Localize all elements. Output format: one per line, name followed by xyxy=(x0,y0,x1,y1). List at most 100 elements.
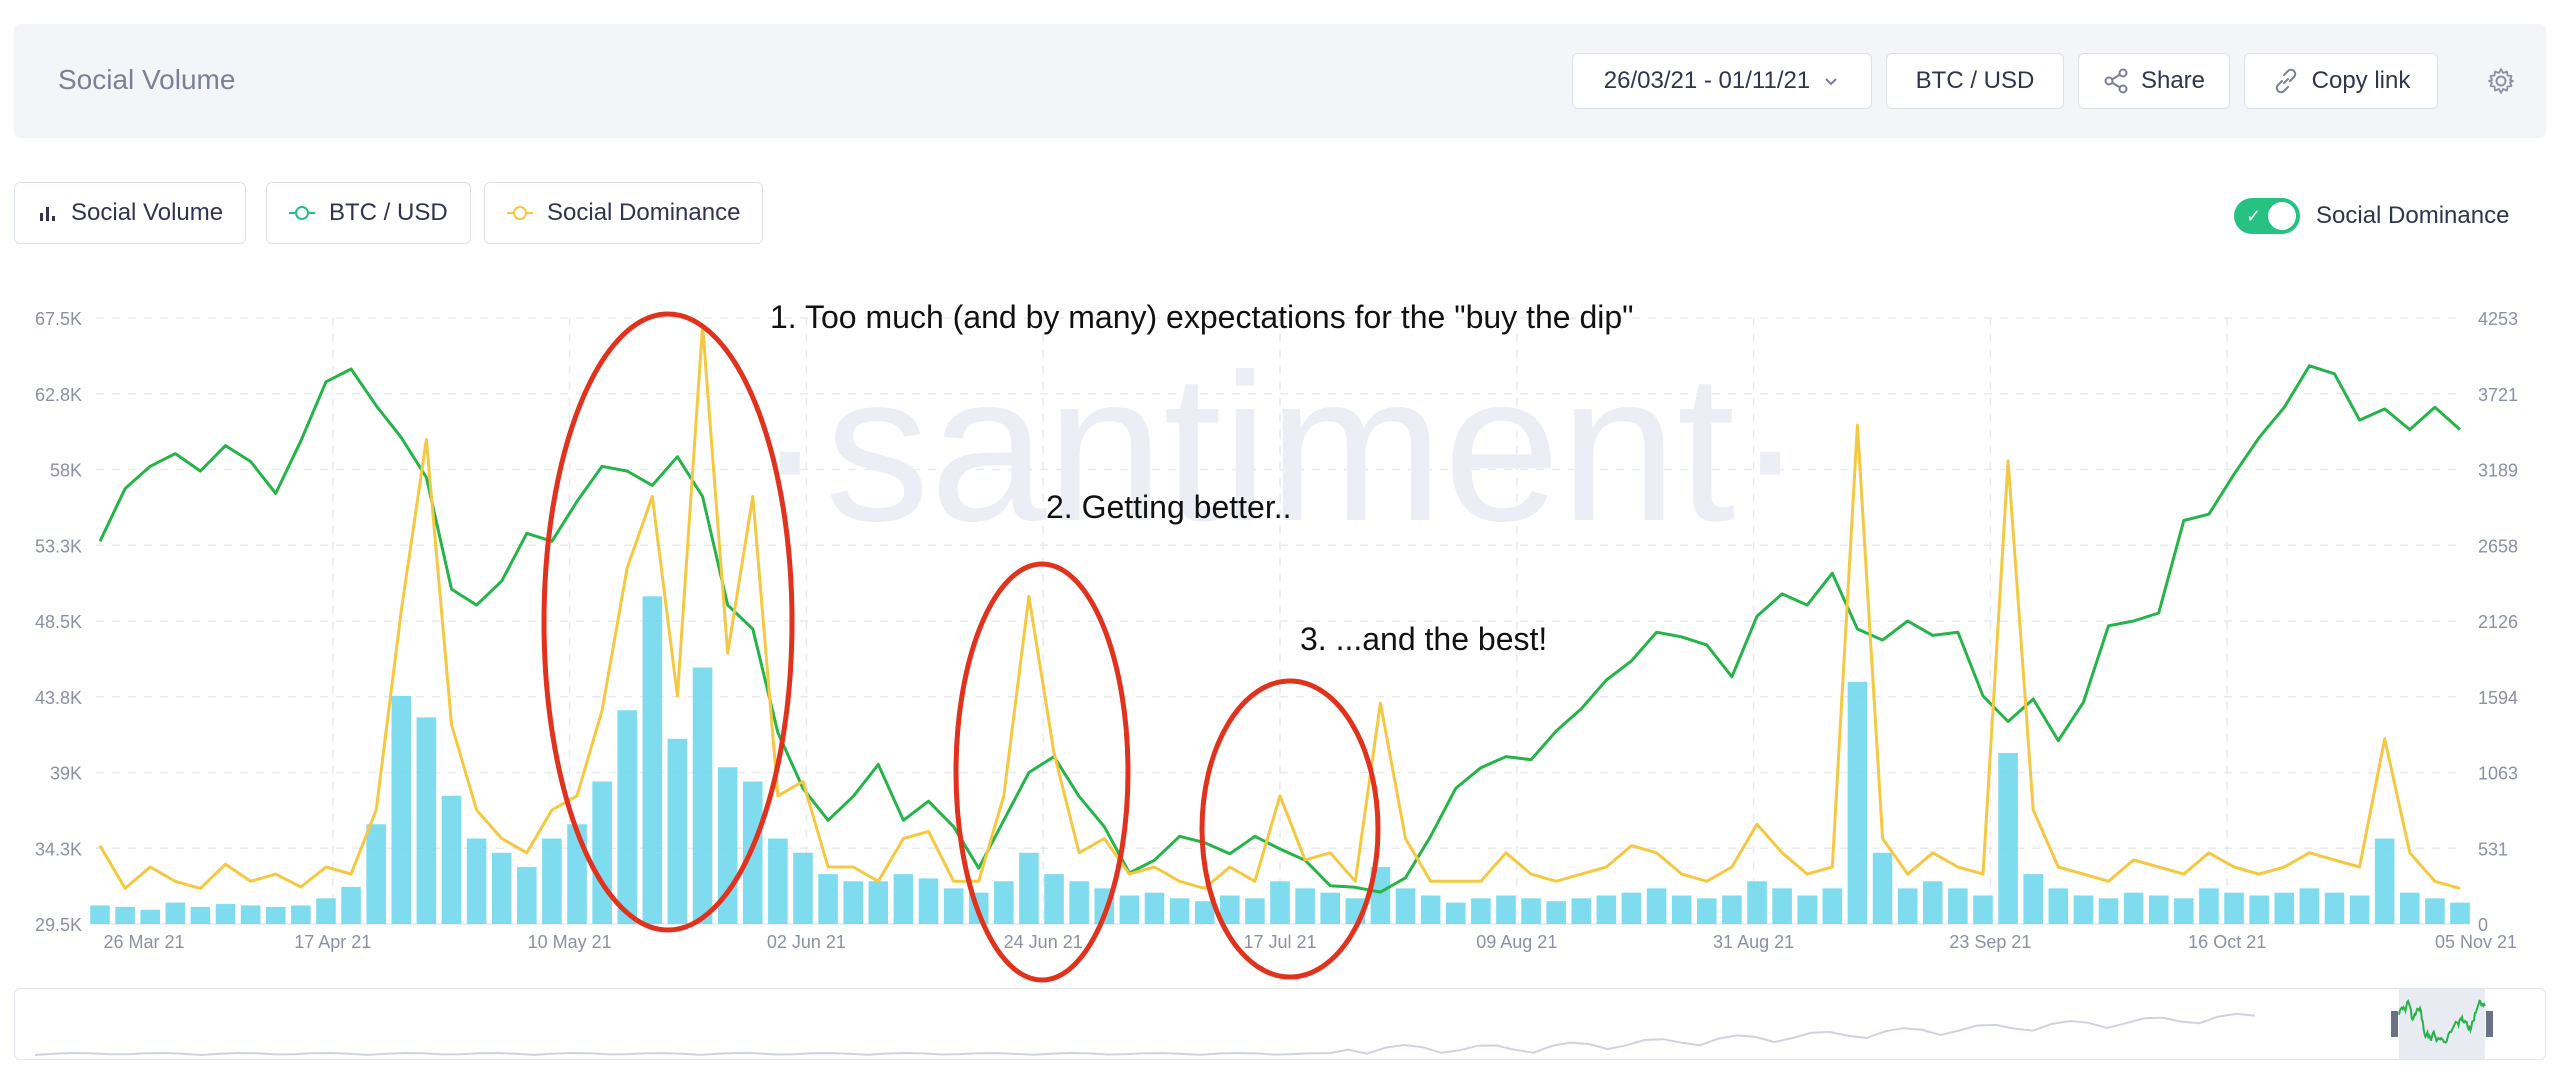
social-volume-bar xyxy=(943,888,964,924)
social-volume-bar xyxy=(1194,901,1215,924)
social-volume-bar xyxy=(2174,898,2194,924)
social-volume-bar xyxy=(2324,892,2345,924)
legend-social-volume[interactable]: Social Volume xyxy=(14,182,247,244)
legend-label: BTC / USD xyxy=(329,199,448,226)
copy-link-button[interactable]: Copy link xyxy=(2244,53,2438,109)
annotation-text: 1. Too much (and by many) expectations f… xyxy=(770,299,1634,335)
social-volume-bar xyxy=(517,867,537,924)
y-left-tick-label: 43.8K xyxy=(35,688,82,708)
legend-btc-usd[interactable]: BTC / USD xyxy=(266,182,471,244)
social-volume-bar xyxy=(2399,892,2420,924)
social-volume-bar xyxy=(416,717,437,924)
share-label: Share xyxy=(2140,67,2206,94)
social-volume-bar xyxy=(1847,681,1868,924)
social-volume-bar xyxy=(1169,898,1190,924)
legend-social-dominance[interactable]: Social Dominance xyxy=(484,182,764,244)
social-volume-bar xyxy=(1973,895,1993,924)
social-volume-bar xyxy=(1747,881,1767,924)
social-volume-bar xyxy=(2349,895,2370,924)
pair-select[interactable]: BTC / USD xyxy=(1886,53,2064,109)
legend-label: Social Volume xyxy=(71,199,224,226)
x-tick-label: 24 Jun 21 xyxy=(1004,932,1083,952)
y-right-tick-label: 3189 xyxy=(2478,461,2518,481)
social-volume-bar xyxy=(240,905,261,924)
y-right-tick-label: 0 xyxy=(2478,915,2488,935)
social-volume-bar xyxy=(2148,895,2169,924)
x-tick-label: 02 Jun 21 xyxy=(767,932,846,952)
x-tick-label: 05 Nov 21 xyxy=(2435,932,2517,952)
x-tick-label: 26 Mar 21 xyxy=(103,932,184,952)
x-tick-label: 09 Aug 21 xyxy=(1476,932,1557,952)
social-volume-bar xyxy=(1044,874,1064,924)
chart-area[interactable]: ·santiment· 67.5K 62.8K 58K 53.3K 48.5K 43.8K… xyxy=(0,290,2560,990)
navigator-history-line xyxy=(34,1012,2256,1057)
social-volume-bar xyxy=(768,838,788,924)
social-volume-bar xyxy=(1546,901,1566,924)
social-volume-bar xyxy=(1596,895,1617,924)
annotations: 1. Too much (and by many) expectations f… xyxy=(541,299,1634,983)
social-volume-bar xyxy=(2274,892,2295,924)
social-volume-bar xyxy=(1646,888,1667,924)
navigator-btc-line xyxy=(2398,998,2486,1044)
date-range-select[interactable]: 26/03/21 - 01/11/21 xyxy=(1572,53,1872,109)
y-right-tick-label: 2658 xyxy=(2478,536,2518,556)
social-volume-bar xyxy=(1069,881,1089,924)
social-volume-bar xyxy=(1295,888,1315,924)
social-volume-bar xyxy=(542,838,562,924)
share-button[interactable]: Share xyxy=(2078,53,2230,109)
y-right-tick-label: 1594 xyxy=(2478,688,2518,708)
social-volume-bar xyxy=(1722,895,1742,924)
social-volume-bar xyxy=(2374,838,2395,924)
y-left-tick-label: 48.5K xyxy=(35,612,82,632)
social-volume-bar xyxy=(918,878,939,924)
y-right-tick-label: 1063 xyxy=(2478,764,2518,784)
y-right-tick-label: 531 xyxy=(2478,839,2508,859)
legend-label: Social Dominance xyxy=(547,199,741,226)
social-volume-bar xyxy=(1245,898,1265,924)
chevron-down-icon xyxy=(1825,78,1837,86)
social-volume-bar xyxy=(1395,888,1416,924)
social-dominance-toggle[interactable]: ✓ xyxy=(2234,198,2300,234)
copy-link-label: Copy link xyxy=(2311,67,2411,94)
social-volume-bar xyxy=(667,738,688,924)
social-volume-bar xyxy=(2450,902,2470,924)
social-volume-bar xyxy=(1697,898,1717,924)
social-volume-bar xyxy=(90,905,110,924)
header-bar: Social Volume 26/03/21 - 01/11/21 BTC / … xyxy=(14,24,2546,138)
social-volume-bar xyxy=(2425,898,2445,924)
navigator-handle-left xyxy=(2391,1011,2398,1037)
y-left-tick-label: 67.5K xyxy=(35,309,82,329)
annotation-text: 3. ...and the best! xyxy=(1300,621,1547,657)
gear-icon[interactable] xyxy=(2486,66,2516,96)
social-volume-bar xyxy=(140,909,161,924)
social-volume-bar xyxy=(617,710,638,924)
social-volume-bar xyxy=(366,824,386,924)
x-tick-label: 17 Apr 21 xyxy=(294,932,371,952)
social-volume-bar xyxy=(190,906,211,924)
social-volume-bar xyxy=(994,881,1014,924)
social-volume-bar xyxy=(1621,892,1642,924)
social-volume-bar xyxy=(1822,888,1843,924)
social-volume-bar xyxy=(843,881,863,924)
social-volume-bar xyxy=(2023,874,2043,924)
social-volume-bar xyxy=(692,667,713,924)
social-dominance-line xyxy=(98,324,2461,890)
social-volume-bar xyxy=(441,795,462,924)
btc-usd-line xyxy=(98,364,2461,894)
x-tick-label: 23 Sep 21 xyxy=(1949,932,2031,952)
social-volume-bar xyxy=(1370,867,1391,924)
navigator[interactable] xyxy=(14,988,2546,1060)
social-volume-bar xyxy=(1948,888,1968,924)
bar-chart-icon xyxy=(40,207,55,221)
social-volume-bar xyxy=(466,838,487,924)
social-volume-bar xyxy=(265,906,286,924)
social-volume-bar xyxy=(1144,892,1165,924)
social-volume-bar xyxy=(1571,898,1592,924)
y-right-tick-label: 4253 xyxy=(2478,309,2518,329)
link-icon xyxy=(2275,68,2296,94)
social-volume-bar xyxy=(2199,888,2219,924)
social-volume-bar xyxy=(567,824,587,924)
social-volume-bar xyxy=(1019,852,1039,924)
social-volume-bar xyxy=(165,902,186,924)
social-volume-bar xyxy=(316,898,336,924)
